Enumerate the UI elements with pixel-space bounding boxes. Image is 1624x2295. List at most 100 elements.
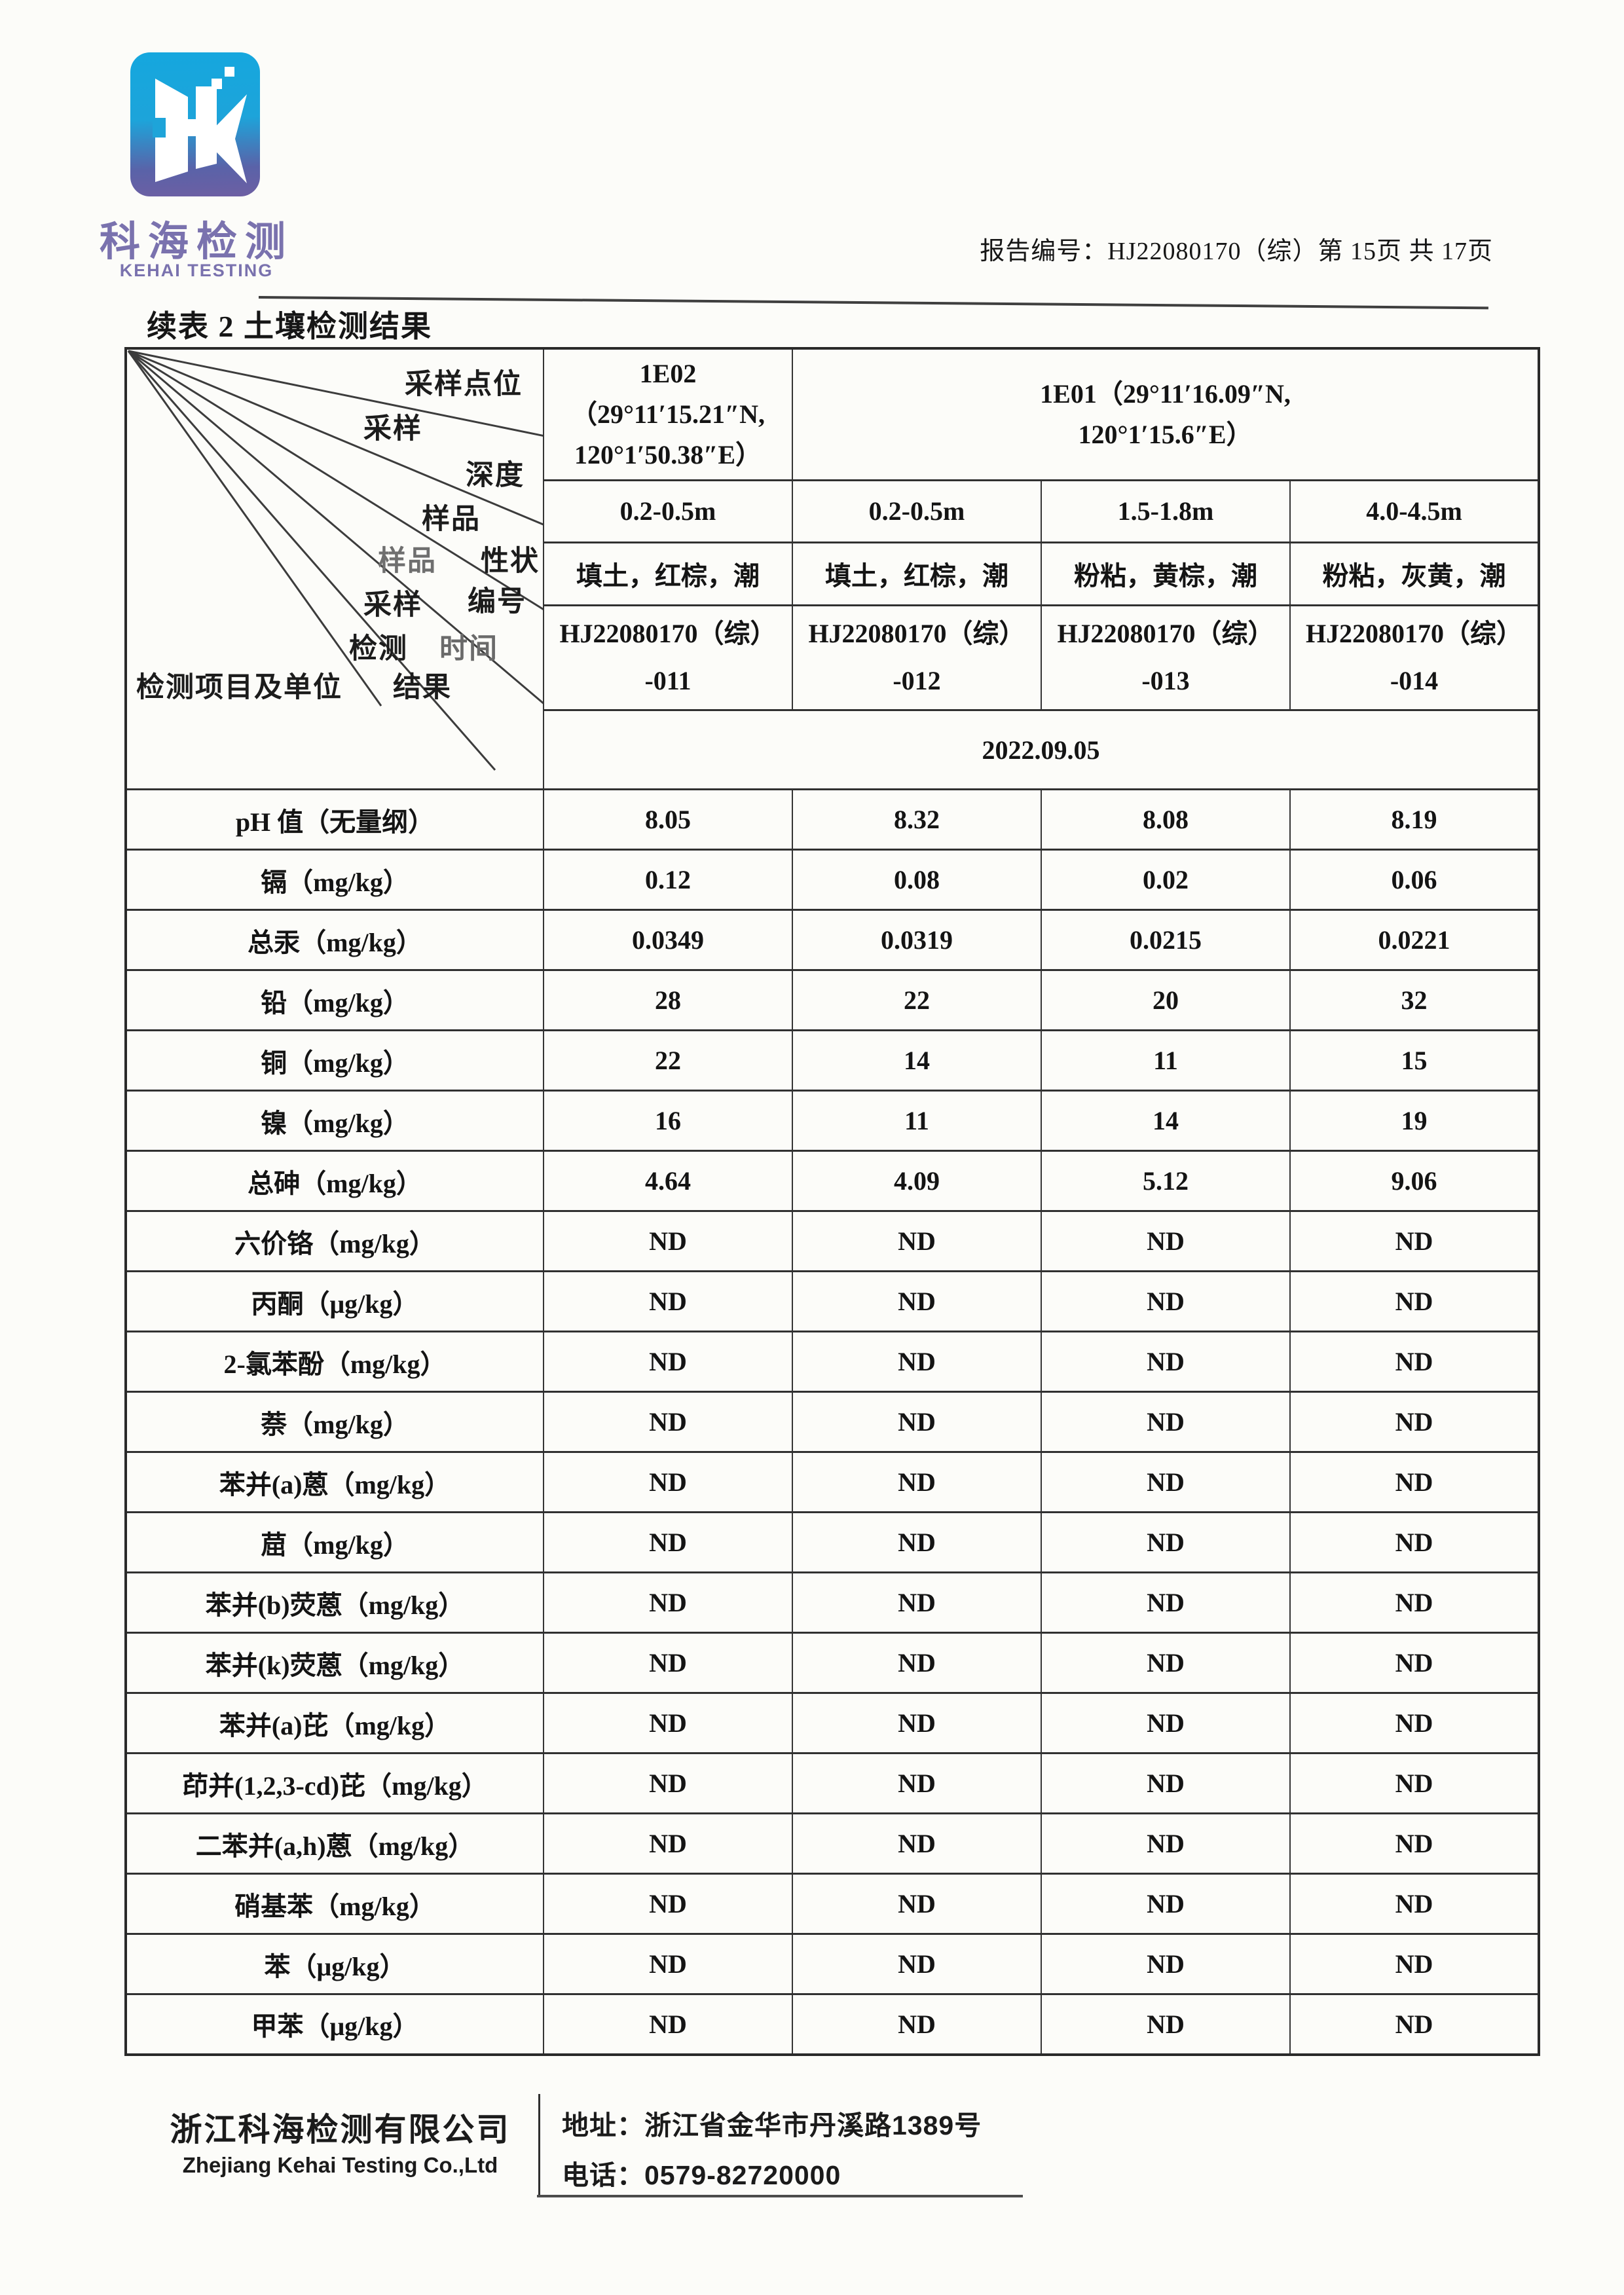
point-line: （29°11′15.21″N,: [570, 399, 765, 429]
footer-company-name-en: Zhejiang Kehai Testing Co.,Ltd: [182, 2153, 498, 2177]
result-value: ND: [792, 1933, 1042, 1995]
result-row: 茚并(1,2,3-cd)芘（mg/kg） ND ND ND ND: [125, 1752, 1540, 1814]
result-row: 苯并(a)蒽（mg/kg） ND ND ND ND: [125, 1451, 1540, 1513]
header-row-character: 填土，红棕，潮 填土，红棕，潮 粉粘，黄棕，潮 粉粘，灰黄，潮: [126, 542, 1540, 606]
result-value: ND: [543, 1451, 793, 1513]
result-value: ND: [1041, 1632, 1291, 1694]
diagonal-corner-cell: 采样点位 采样 深度 样品 性状 样品 编号 采样 时间 检测 结果 检测项目及…: [125, 347, 544, 790]
result-value: ND: [543, 1391, 793, 1453]
result-row: 苯并(a)芘（mg/kg） ND ND ND ND: [125, 1692, 1540, 1754]
result-value: ND: [1289, 1210, 1540, 1272]
result-row: 苯并(b)荧蒽（mg/kg） ND ND ND ND: [125, 1571, 1540, 1634]
result-value: 4.64: [543, 1150, 793, 1212]
result-value: ND: [543, 1752, 793, 1814]
result-row: 苯（μg/kg） ND ND ND ND: [125, 1933, 1540, 1995]
header-row-test-date: 2022.09.05: [126, 709, 1540, 790]
test-item-label: 苯（μg/kg）: [125, 1933, 544, 1995]
test-item-label: 2-氯苯酚（mg/kg）: [125, 1331, 544, 1393]
header-row-sampling-point: 采样点位 采样 深度 样品 性状 样品 编号 采样 时间 检测 结果 检测项目及…: [125, 347, 1540, 790]
result-row: 铜（mg/kg） 22 14 11 15: [125, 1029, 1540, 1092]
sample-id-cell: HJ22080170（综） -011: [543, 604, 793, 712]
sample-id-line: -011: [644, 666, 692, 696]
result-value: ND: [792, 1993, 1042, 2055]
result-value: 9.06: [1289, 1150, 1540, 1212]
result-value: 0.08: [792, 849, 1042, 911]
result-row: 䓛（mg/kg） ND ND ND ND: [125, 1511, 1540, 1573]
result-value: ND: [1041, 1511, 1291, 1573]
result-value: 11: [1041, 1029, 1291, 1092]
point-line: 120°1′15.6″E）: [1078, 419, 1253, 449]
result-value: ND: [1289, 1632, 1540, 1694]
sample-id-line: HJ22080170（综）: [1057, 619, 1274, 649]
depth-cell: 4.0-4.5m: [1289, 479, 1540, 544]
result-value: ND: [543, 1331, 793, 1393]
test-item-label: 丙酮（μg/kg）: [125, 1270, 544, 1332]
corner-label-sampling: 采样: [363, 414, 422, 445]
point-line: 1E01（29°11′16.09″N,: [1040, 378, 1291, 409]
footer-underline: [537, 2195, 1023, 2197]
test-item-label: 铜（mg/kg）: [125, 1029, 544, 1092]
result-value: 22: [543, 1029, 793, 1092]
result-value: ND: [1041, 1933, 1291, 1995]
corner-label-result: 结果: [393, 672, 452, 703]
depth-cell: 1.5-1.8m: [1041, 479, 1291, 544]
logo-company-zh: 科海检测: [99, 219, 293, 265]
result-row: 丙酮（μg/kg） ND ND ND ND: [125, 1270, 1540, 1332]
test-item-label: 甲苯（μg/kg）: [125, 1993, 544, 2055]
diagonal-fan-lines: [127, 350, 542, 771]
result-value: ND: [1289, 1511, 1540, 1573]
sample-id-line: HJ22080170（综）: [1305, 619, 1523, 649]
depth-cell: 0.2-0.5m: [543, 479, 793, 544]
result-value: 0.0349: [543, 909, 793, 971]
logo-hk-glyph: [153, 67, 247, 183]
corner-label-sample: 样品: [422, 504, 481, 535]
test-item-label: 硝基苯（mg/kg）: [125, 1873, 544, 1935]
corner-label-sampling-point: 采样点位: [405, 369, 523, 400]
test-item-label: 镍（mg/kg）: [125, 1090, 544, 1152]
result-value: 19: [1289, 1090, 1540, 1152]
result-value: 11: [792, 1090, 1042, 1152]
result-value: ND: [792, 1692, 1042, 1754]
sample-id-cell: HJ22080170（综） -014: [1289, 604, 1540, 712]
result-value: ND: [543, 1933, 793, 1995]
result-value: 28: [543, 969, 793, 1031]
result-value: 15: [1289, 1029, 1540, 1092]
result-value: ND: [792, 1391, 1042, 1453]
sample-id-line: -013: [1141, 666, 1190, 696]
result-value: 0.0319: [792, 909, 1042, 971]
result-value: ND: [1041, 1571, 1291, 1634]
sample-id-cell: HJ22080170（综） -013: [1041, 604, 1291, 712]
result-value: ND: [1289, 1451, 1540, 1513]
report-number: 报告编号：HJ22080170（综）第 15页 共 17页: [980, 238, 1493, 265]
test-item-label: 苯并(b)荧蒽（mg/kg）: [125, 1571, 544, 1634]
result-value: ND: [543, 1632, 793, 1694]
character-cell: 填土，红棕，潮: [543, 542, 793, 606]
result-value: 0.0221: [1289, 909, 1540, 971]
result-value: ND: [792, 1331, 1042, 1393]
result-row: 总砷（mg/kg） 4.64 4.09 5.12 9.06: [125, 1150, 1540, 1212]
test-item-label: 萘（mg/kg）: [125, 1391, 544, 1453]
character-cell: 粉粘，灰黄，潮: [1289, 542, 1540, 606]
result-value: ND: [543, 1270, 793, 1332]
character-cell: 填土，红棕，潮: [792, 542, 1042, 606]
corner-label-test: 检测: [349, 634, 408, 665]
result-value: ND: [792, 1571, 1042, 1634]
header-row-sample-id: HJ22080170（综） -011 HJ22080170（综） -012 HJ…: [126, 604, 1540, 712]
result-value: 8.05: [543, 788, 793, 851]
result-value: ND: [792, 1511, 1042, 1573]
result-value: ND: [1041, 1873, 1291, 1935]
result-value: 8.19: [1289, 788, 1540, 851]
result-value: ND: [1289, 1993, 1540, 2055]
result-value: ND: [1289, 1933, 1540, 1995]
soil-results-table: 采样点位 采样 深度 样品 性状 样品 编号 采样 时间 检测 结果 检测项目及…: [124, 347, 1541, 2056]
sample-id-line: HJ22080170（综）: [808, 619, 1025, 649]
result-value: ND: [792, 1210, 1042, 1272]
result-row: 六价铬（mg/kg） ND ND ND ND: [125, 1210, 1540, 1272]
result-row: 镉（mg/kg） 0.12 0.08 0.02 0.06: [125, 849, 1540, 911]
test-item-label: 六价铬（mg/kg）: [125, 1210, 544, 1272]
result-value: ND: [792, 1632, 1042, 1694]
corner-label-character: 性状: [481, 546, 540, 577]
result-value: 4.09: [792, 1150, 1042, 1212]
result-value: 8.08: [1041, 788, 1291, 851]
result-value: 14: [1041, 1090, 1291, 1152]
